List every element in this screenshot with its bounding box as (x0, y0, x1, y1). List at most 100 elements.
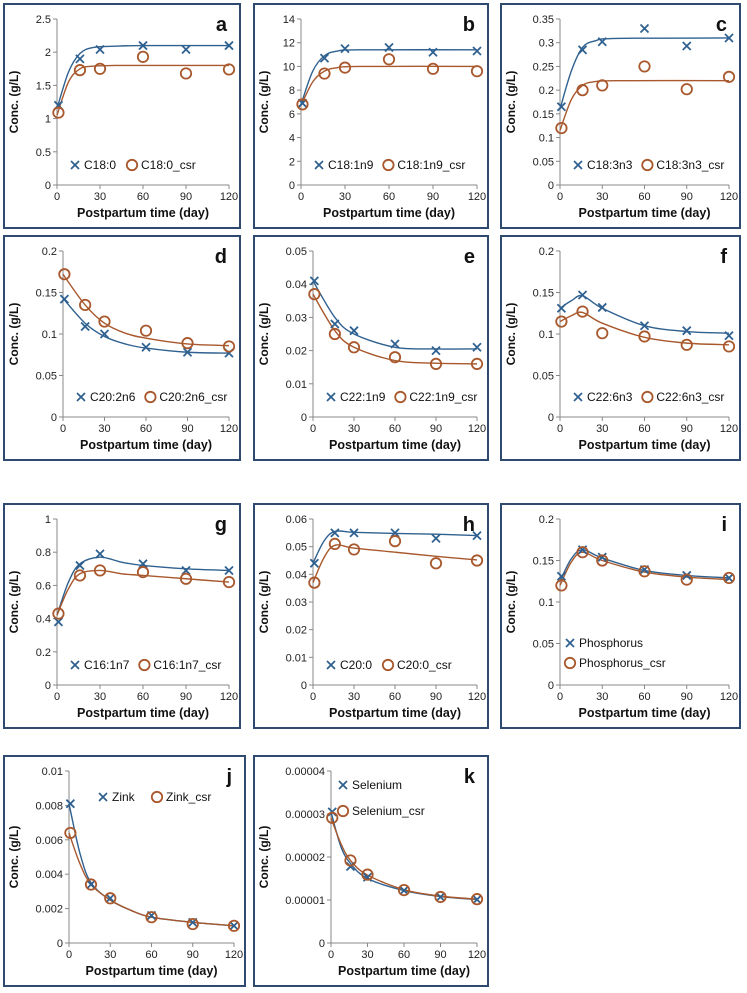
x-tick-label: 120 (720, 423, 738, 435)
panel-letter: k (464, 766, 476, 788)
data-point-c20-2n6-csr (181, 337, 194, 350)
data-point-c16-1n7 (224, 565, 234, 576)
data-point-c22-1n9 (431, 345, 441, 356)
x-tick-label: 120 (220, 191, 238, 203)
y-axis-label: Conc. (g/L) (257, 71, 271, 134)
x-axis-label: Postpartum time (day) (579, 438, 711, 452)
y-tick-label: 0 (548, 412, 554, 424)
x-tick-label: 0 (557, 191, 563, 203)
y-tick-label: 0 (51, 412, 57, 424)
legend-marker-phosphorus (565, 638, 575, 648)
legend-label: Phosphorus (579, 636, 643, 650)
data-point-c22-6n3-csr (555, 315, 568, 328)
data-point-c16-1n7-csr (136, 566, 150, 579)
y-tick-label: 0.00003 (285, 809, 325, 821)
data-point-selenium (399, 885, 409, 896)
y-tick-label: 0.04 (286, 279, 307, 291)
legend-label: C20:0_csr (397, 658, 452, 672)
x-tick-label: 120 (720, 191, 738, 203)
data-point-c22-6n3 (724, 331, 734, 341)
data-point-c18-3n3-csr (680, 83, 693, 96)
data-point-c22-1n9 (309, 276, 320, 286)
y-tick-label: 0 (45, 180, 51, 192)
data-point-c20-2n6 (141, 342, 151, 352)
panel-letter: c (716, 14, 727, 36)
data-point-c18-0-csr (222, 63, 236, 76)
x-tick-label: 30 (98, 423, 110, 435)
x-tick-label: 60 (389, 691, 401, 703)
legend-marker-c20-2n6 (76, 392, 86, 402)
fit-curve-c18-1n9-csr (300, 65, 478, 106)
data-point-c22-1n9-csr (470, 357, 484, 370)
data-point-phosphorus (556, 571, 567, 581)
x-tick-label: 90 (180, 191, 192, 203)
panel-letter: d (215, 246, 227, 268)
legend-label: Phosphorus_csr (579, 656, 666, 670)
fit-curve-zink-csr (68, 832, 235, 927)
legend-label: C22:6n3 (587, 390, 633, 404)
chart-svg-d: 0 0.05 0.1 0.15 0.2 0 30 60 90 120 Postpartum time… (7, 246, 238, 452)
data-point-c18-1n9 (428, 47, 438, 57)
data-point-selenium (472, 894, 482, 905)
legend-label: C16:1n7 (84, 658, 130, 672)
data-point-c18-1n9-csr (382, 53, 396, 66)
y-tick-label: 0.006 (35, 835, 63, 847)
x-axis-label: Postpartum time (day) (329, 438, 461, 452)
legend-marker-c22-1n9-csr (394, 390, 407, 404)
chart-svg-a: 0 0.5 1 1.5 2 2.5 0 30 60 90 120 Postpartum time (d… (7, 14, 238, 220)
fit-curve-c16-1n7 (56, 556, 230, 616)
y-tick-label: 0.02 (286, 625, 307, 637)
legend-marker-c16-1n7 (70, 660, 80, 670)
legend-marker-c18-3n3 (573, 160, 583, 170)
data-point-phosphorus (597, 552, 607, 562)
data-point-c22-6n3 (556, 303, 567, 313)
x-tick-label: 0 (310, 423, 316, 435)
data-point-zink-csr (186, 917, 199, 931)
data-point-c18-1n9-csr (470, 65, 484, 78)
data-point-c20-0-csr (328, 537, 341, 551)
y-tick-label: 0.3 (539, 38, 554, 50)
chart-panel-i: 0 0.05 0.1 0.15 0.2 0 30 60 90 120 Postpartum time… (500, 503, 741, 729)
data-point-c18-3n3 (724, 33, 734, 43)
data-point-c16-1n7 (138, 559, 148, 569)
data-point-c18-1n9-csr (426, 62, 440, 75)
legend-label: C20:2n6 (90, 390, 136, 404)
data-point-c18-0-csr (52, 106, 65, 119)
y-tick-label: 0 (319, 938, 325, 950)
y-tick-label: 0 (301, 412, 307, 424)
legend-label: C22:6n3_csr (656, 390, 724, 404)
y-axis-label: Conc. (g/L) (504, 571, 518, 634)
fit-curve-c18-3n3-csr (559, 79, 730, 131)
y-tick-label: 0.00001 (285, 895, 325, 907)
data-point-c18-1n9-csr (338, 61, 352, 74)
data-point-c22-1n9 (390, 339, 400, 349)
legend-marker-c18-0-csr (125, 158, 139, 172)
fit-curve-c20-0-csr (312, 544, 478, 583)
x-tick-label: 90 (181, 423, 193, 435)
data-point-phosphorus-csr (555, 579, 568, 592)
data-point-c20-0 (431, 533, 441, 544)
y-tick-label: 0.4 (36, 614, 51, 626)
legend-marker-c18-1n9 (314, 160, 324, 170)
data-point-c18-0-csr (73, 64, 87, 77)
data-point-c22-1n9-csr (429, 357, 443, 370)
x-axis-label: Postpartum time (day) (338, 964, 470, 978)
x-tick-label: 30 (348, 423, 360, 435)
legend-label: C20:2n6_csr (159, 390, 227, 404)
x-tick-label: 90 (681, 191, 693, 203)
data-point-phosphorus-csr (722, 571, 736, 585)
chart-svg-c: 0 0.05 0.1 0.15 0.2 0.25 0.3 0.35 0 30 60 90 120 Post… (504, 14, 738, 220)
x-tick-label: 120 (220, 691, 238, 703)
x-axis-label: Postpartum time (day) (579, 706, 711, 720)
data-point-zink-csr (84, 878, 98, 891)
legend-label: C22:1n9 (340, 390, 386, 404)
data-point-c18-1n9 (319, 53, 330, 63)
y-tick-label: 0.05 (36, 371, 57, 383)
panel-letter: b (463, 14, 475, 36)
data-point-c22-1n9 (472, 342, 482, 352)
y-tick-label: 0.05 (533, 156, 554, 168)
x-tick-label: 30 (348, 691, 360, 703)
y-tick-label: 0 (45, 680, 51, 692)
x-tick-label: 60 (389, 423, 401, 435)
data-point-c20-0 (330, 528, 340, 538)
